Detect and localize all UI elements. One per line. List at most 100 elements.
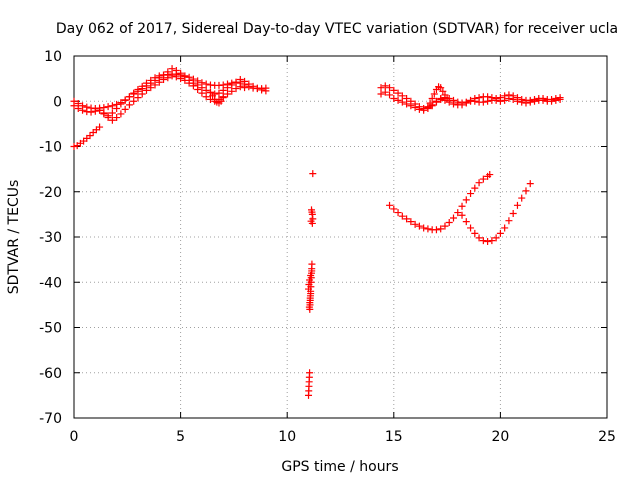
data-point <box>125 101 133 109</box>
data-point <box>70 102 78 110</box>
data-point <box>445 98 453 106</box>
data-point <box>232 78 240 86</box>
data-point <box>403 100 411 108</box>
data-point <box>475 179 483 187</box>
data-point <box>398 92 406 100</box>
data-point <box>134 87 142 95</box>
data-point <box>548 97 556 105</box>
data-point <box>308 260 316 268</box>
data-point <box>426 99 434 107</box>
data-point <box>390 95 398 103</box>
data-point <box>177 75 185 83</box>
data-point <box>377 84 385 92</box>
series-band-1b <box>70 65 270 120</box>
data-point <box>236 76 244 84</box>
data-point <box>305 303 313 311</box>
data-point <box>479 237 487 245</box>
data-point <box>424 103 432 111</box>
series-band-1c <box>96 72 249 124</box>
data-point <box>164 74 172 82</box>
data-point <box>458 101 466 109</box>
data-point <box>492 234 500 242</box>
data-point <box>130 90 138 98</box>
data-point <box>420 106 428 114</box>
data-point <box>228 81 236 89</box>
data-point <box>117 110 125 118</box>
data-point <box>155 78 163 86</box>
x-tick-label: 5 <box>176 429 185 445</box>
data-point <box>454 209 462 217</box>
series-band-2-loop <box>424 83 451 111</box>
y-axis-label: SDTVAR / TECUs <box>6 180 22 295</box>
data-point <box>484 238 492 246</box>
data-point <box>96 106 104 114</box>
data-point <box>509 95 517 103</box>
data-point <box>121 105 129 113</box>
data-point <box>441 91 449 99</box>
data-point <box>224 84 232 92</box>
series-band-1-dip <box>206 88 227 107</box>
data-point <box>308 267 316 275</box>
data-point <box>462 218 470 226</box>
data-point <box>96 123 104 131</box>
data-point <box>386 91 394 99</box>
data-point <box>172 66 180 74</box>
data-point <box>121 96 129 104</box>
data-point <box>189 82 197 90</box>
y-tick-label: -20 <box>39 185 62 201</box>
data-point <box>232 85 240 93</box>
data-point <box>74 104 82 112</box>
data-point <box>219 86 227 94</box>
data-point <box>245 80 253 88</box>
data-point <box>104 114 112 122</box>
data-point <box>403 215 411 223</box>
data-point <box>437 95 445 103</box>
data-point <box>258 86 266 94</box>
data-point <box>142 86 150 94</box>
data-point <box>471 184 479 192</box>
data-point <box>108 109 116 117</box>
data-point <box>86 132 94 140</box>
data-point <box>160 76 168 84</box>
y-tick-label: -10 <box>39 140 62 156</box>
y-tick-label: -60 <box>39 366 62 382</box>
data-point <box>249 82 257 90</box>
data-point <box>420 224 428 232</box>
data-point <box>467 224 475 232</box>
data-point <box>432 98 440 106</box>
data-point <box>181 76 189 84</box>
data-point <box>467 190 475 198</box>
data-point <box>398 98 406 106</box>
x-tick-label: 15 <box>385 429 403 445</box>
data-point <box>113 114 121 122</box>
data-point <box>219 94 227 102</box>
data-point <box>151 81 159 89</box>
data-point <box>262 87 270 95</box>
data-point <box>394 209 402 217</box>
data-point <box>441 222 449 230</box>
data-point <box>306 276 314 284</box>
data-point <box>386 201 394 209</box>
data-point <box>430 90 438 98</box>
data-point <box>424 225 432 233</box>
y-tick-label: -50 <box>39 321 62 337</box>
data-point <box>390 205 398 213</box>
data-point <box>443 95 451 103</box>
data-point <box>415 105 423 113</box>
data-point <box>484 97 492 105</box>
data-point <box>206 88 214 96</box>
data-point <box>386 84 394 92</box>
data-point <box>522 187 530 195</box>
y-tick-label: -30 <box>39 230 62 246</box>
data-point <box>215 89 223 97</box>
data-point <box>253 84 261 92</box>
x-tick-label: 0 <box>70 429 79 445</box>
data-point <box>194 85 202 93</box>
data-point <box>134 94 142 102</box>
tick-layer <box>73 55 608 419</box>
data-point <box>437 84 445 92</box>
data-point <box>228 87 236 95</box>
data-point <box>202 86 210 94</box>
data-point <box>531 97 539 105</box>
